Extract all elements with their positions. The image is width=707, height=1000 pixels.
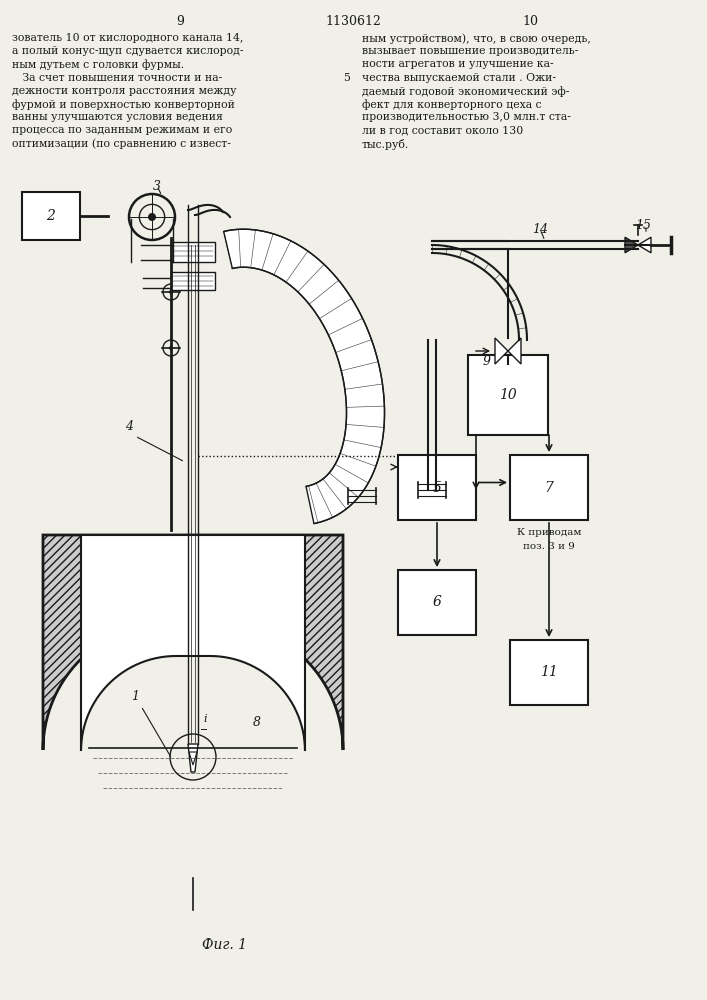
Text: 9: 9 [483,355,491,368]
Circle shape [169,290,173,294]
Text: чества выпускаемой стали . Ожи-: чества выпускаемой стали . Ожи- [362,73,556,83]
Circle shape [169,346,173,350]
Text: дежности контроля расстояния между: дежности контроля расстояния между [12,86,237,96]
Text: ным устройством), что, в свою очередь,: ным устройством), что, в свою очередь, [362,33,591,44]
Text: производительностью 3,0 млн.т ста-: производительностью 3,0 млн.т ста- [362,112,571,122]
Polygon shape [625,237,638,253]
Text: 4: 4 [125,420,133,433]
Text: даемый годовой экономический эф-: даемый годовой экономический эф- [362,86,569,97]
Polygon shape [638,237,651,253]
Bar [398,455,476,520]
Text: тыс.руб.: тыс.руб. [362,139,409,150]
Text: ли в год составит около 130: ли в год составит около 130 [362,125,523,135]
Text: а полый конус-щуп сдувается кислород-: а полый конус-щуп сдувается кислород- [12,46,243,56]
Text: 9: 9 [176,15,184,28]
Text: 11: 11 [540,666,558,680]
Text: За счет повышения точности и на-: За счет повышения точности и на- [12,73,222,83]
Bar [510,455,588,520]
Polygon shape [189,752,197,765]
Bar [22,192,80,240]
Text: ванны улучшаются условия ведения: ванны улучшаются условия ведения [12,112,223,122]
Text: 10: 10 [522,15,538,28]
Bar [468,355,548,435]
Text: i: i [203,714,206,724]
Text: 5: 5 [433,481,441,494]
Text: Фиг. 1: Фиг. 1 [202,938,247,952]
Bar [171,272,215,290]
Text: 2: 2 [47,209,55,223]
Text: 1: 1 [131,690,139,703]
Text: поз. 3 и 9: поз. 3 и 9 [523,542,575,551]
Text: 3: 3 [153,180,161,193]
Text: 1130612: 1130612 [325,15,381,28]
Text: 8: 8 [253,716,261,729]
Text: 15: 15 [635,219,651,232]
Bar [398,570,476,635]
Text: фект для конверторного цеха с: фект для конверторного цеха с [362,99,542,110]
Text: 5: 5 [343,73,350,83]
Polygon shape [81,535,305,751]
Bar [171,242,215,262]
Text: зователь 10 от кислородного канала 14,: зователь 10 от кислородного канала 14, [12,33,243,43]
Text: 10: 10 [499,388,517,402]
Circle shape [148,213,156,221]
Text: вызывает повышение производитель-: вызывает повышение производитель- [362,46,578,56]
Text: ным дутьем с головки фурмы.: ным дутьем с головки фурмы. [12,59,184,70]
Text: 6: 6 [433,595,441,609]
Text: 14: 14 [532,223,548,236]
Polygon shape [495,338,508,364]
Text: оптимизации (по сравнению с извест-: оптимизации (по сравнению с извест- [12,139,231,149]
Polygon shape [43,535,343,750]
Polygon shape [223,229,385,524]
Text: 7: 7 [544,481,554,494]
Bar [510,640,588,705]
Polygon shape [508,338,521,364]
Text: ности агрегатов и улучшение ка-: ности агрегатов и улучшение ка- [362,59,554,69]
Text: процесса по заданным режимам и его: процесса по заданным режимам и его [12,125,233,135]
Polygon shape [188,744,198,772]
Text: фурмой и поверхностью конверторной: фурмой и поверхностью конверторной [12,99,235,110]
Text: К приводам: К приводам [517,528,581,537]
